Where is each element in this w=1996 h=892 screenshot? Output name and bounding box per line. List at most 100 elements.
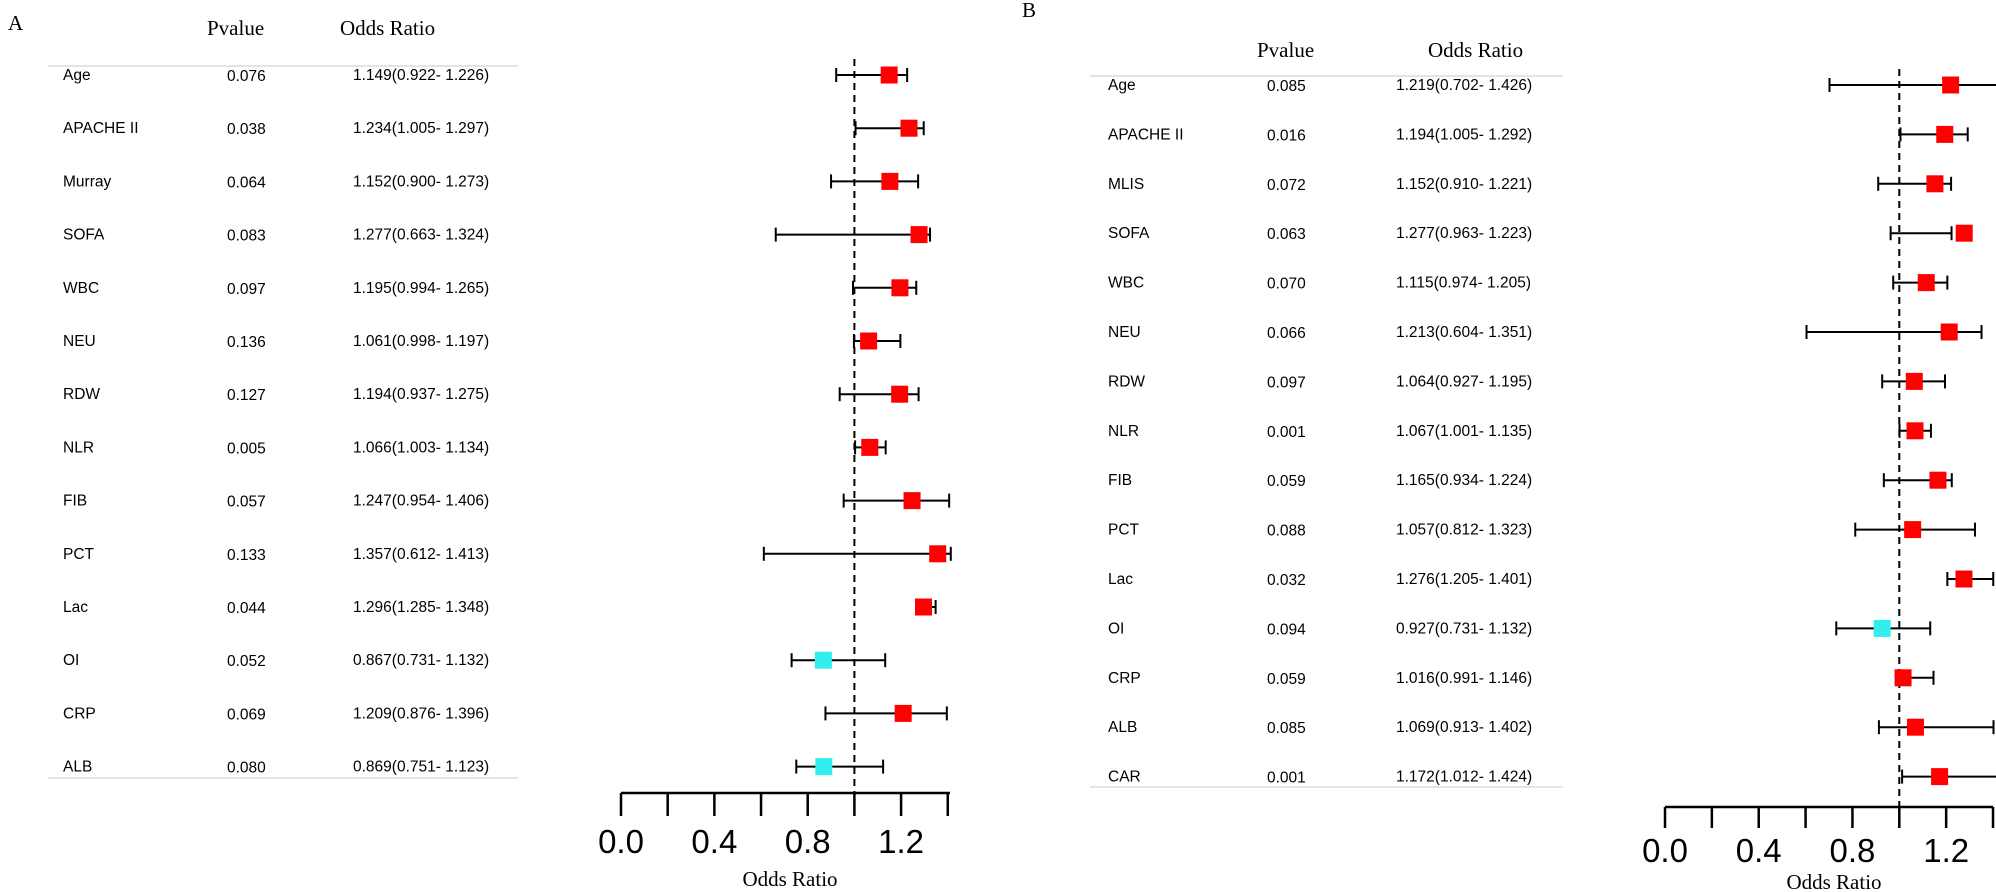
row-variable-label: FIB	[63, 493, 87, 510]
row-pvalue: 0.032	[1267, 572, 1306, 589]
table-row: MLIS 0.072 1.152(0.910- 1.221)	[1108, 175, 1953, 194]
row-pvalue: 0.052	[227, 653, 266, 670]
row-odds-ratio-text: 1.152(0.900- 1.273)	[353, 173, 489, 190]
row-variable-label: Lac	[1108, 571, 1133, 588]
row-odds-ratio-text: 1.165(0.934- 1.224)	[1396, 472, 1532, 489]
point-estimate-marker	[815, 758, 833, 776]
row-pvalue: 0.059	[1267, 671, 1306, 688]
row-pvalue: 0.136	[227, 334, 266, 351]
row-odds-ratio-text: 1.219(0.702- 1.426)	[1396, 77, 1532, 94]
row-variable-label: APACHE II	[1108, 126, 1184, 143]
x-axis-label: Odds Ratio	[1786, 870, 1881, 892]
row-pvalue: 0.097	[227, 281, 266, 298]
row-variable-label: FIB	[1108, 472, 1132, 489]
table-row: Age 0.076 1.149(0.922- 1.226)	[63, 66, 909, 85]
row-variable-label: Murray	[63, 173, 111, 190]
row-variable-label: CRP	[1108, 670, 1141, 687]
table-row: CRP 0.069 1.209(0.876- 1.396)	[63, 704, 948, 723]
table-row: NEU 0.136 1.061(0.998- 1.197)	[63, 332, 902, 351]
point-estimate-marker	[860, 332, 878, 350]
forest-panel-a: A Pvalue Odds Ratio Age 0.076 1.149(0.922- 1.…	[8, 11, 952, 891]
row-odds-ratio-text: 1.149(0.922- 1.226)	[353, 67, 489, 84]
row-variable-label: Lac	[63, 599, 88, 616]
row-variable-label: PCT	[1108, 522, 1140, 539]
row-odds-ratio-text: 1.152(0.910- 1.221)	[1396, 176, 1532, 193]
table-row: PCT 0.088 1.057(0.812- 1.323)	[1108, 521, 1976, 540]
column-header-pvalue: Pvalue	[1257, 38, 1314, 62]
point-estimate-marker	[1929, 471, 1947, 489]
row-pvalue: 0.076	[227, 68, 266, 85]
table-row: PCT 0.133 1.357(0.612- 1.413)	[63, 545, 952, 564]
row-variable-label: RDW	[63, 386, 100, 403]
row-odds-ratio-text: 1.357(0.612- 1.413)	[353, 546, 489, 563]
row-pvalue: 0.063	[1267, 226, 1306, 243]
row-pvalue: 0.080	[227, 760, 266, 777]
table-row: NLR 0.005 1.066(1.003- 1.134)	[63, 438, 887, 457]
panel-label: B	[1022, 0, 1036, 22]
row-variable-label: RDW	[1108, 373, 1145, 390]
x-tick-label: 0.0	[598, 823, 644, 860]
row-pvalue: 0.064	[227, 174, 266, 191]
table-row: CAR 0.001 1.172(1.012- 1.424)	[1108, 768, 1996, 787]
row-variable-label: APACHE II	[63, 120, 139, 137]
table-row: Lac 0.044 1.296(1.285- 1.348)	[63, 598, 937, 617]
row-pvalue: 0.085	[1267, 78, 1306, 95]
row-odds-ratio-text: 1.234(1.005- 1.297)	[353, 120, 489, 137]
row-odds-ratio-text: 1.069(0.913- 1.402)	[1396, 719, 1532, 736]
row-odds-ratio-text: 1.115(0.974- 1.205)	[1396, 275, 1531, 292]
row-variable-label: NLR	[63, 439, 94, 456]
row-pvalue: 0.072	[1267, 177, 1306, 194]
point-estimate-marker	[903, 492, 921, 510]
row-pvalue: 0.070	[1267, 276, 1306, 293]
row-variable-label: PCT	[63, 546, 95, 563]
point-estimate-marker	[814, 651, 832, 669]
row-variable-label: NEU	[1108, 324, 1141, 341]
table-row: ALB 0.080 0.869(0.751- 1.123)	[63, 758, 885, 777]
point-estimate-marker	[1955, 224, 1973, 242]
x-tick-label: 0.4	[1736, 832, 1782, 869]
row-odds-ratio-text: 1.067(1.001- 1.135)	[1396, 423, 1532, 440]
table-row: Lac 0.032 1.276(1.205- 1.401)	[1108, 570, 1995, 589]
row-pvalue: 0.127	[227, 387, 266, 404]
row-odds-ratio-text: 0.869(0.751- 1.123)	[353, 759, 489, 776]
row-pvalue: 0.133	[227, 547, 266, 564]
row-odds-ratio-text: 1.277(0.663- 1.324)	[353, 227, 489, 244]
row-odds-ratio-text: 1.194(1.005- 1.292)	[1396, 126, 1532, 143]
row-variable-label: MLIS	[1108, 176, 1144, 193]
row-variable-label: ALB	[63, 759, 92, 776]
row-pvalue: 0.094	[1267, 621, 1306, 638]
row-odds-ratio-text: 1.276(1.205- 1.401)	[1396, 571, 1532, 588]
row-odds-ratio-text: 1.277(0.963- 1.223)	[1396, 225, 1532, 242]
point-estimate-marker	[1904, 521, 1922, 539]
column-header-pvalue: Pvalue	[207, 16, 264, 40]
point-estimate-marker	[1906, 422, 1924, 440]
x-tick-label: 0.0	[1642, 832, 1688, 869]
point-estimate-marker	[1940, 323, 1958, 341]
x-tick-label: 1.2	[878, 823, 924, 860]
row-variable-label: CRP	[63, 705, 96, 722]
point-estimate-marker	[1906, 718, 1924, 736]
x-tick-label: 1.2	[1923, 832, 1969, 869]
point-estimate-marker	[881, 172, 899, 190]
row-pvalue: 0.044	[227, 600, 266, 617]
forest-panel-b: B Pvalue Odds Ratio Age 0.085 1.219(0.702- 1.…	[1022, 0, 1996, 892]
row-variable-label: Age	[63, 67, 91, 84]
point-estimate-marker	[929, 545, 947, 563]
table-row: NEU 0.066 1.213(0.604- 1.351)	[1108, 323, 1983, 342]
row-pvalue: 0.001	[1267, 424, 1306, 441]
row-odds-ratio-text: 1.194(0.937- 1.275)	[353, 386, 489, 403]
x-tick-label: 0.8	[1830, 832, 1876, 869]
column-header-odds-ratio: Odds Ratio	[340, 16, 435, 40]
table-row: NLR 0.001 1.067(1.001- 1.135)	[1108, 422, 1932, 441]
row-pvalue: 0.085	[1267, 720, 1306, 737]
table-row: SOFA 0.063 1.277(0.963- 1.223)	[1108, 224, 1973, 243]
point-estimate-marker	[1917, 274, 1935, 292]
row-odds-ratio-text: 1.066(1.003- 1.134)	[353, 439, 489, 456]
table-row: OI 0.052 0.867(0.731- 1.132)	[63, 651, 887, 670]
point-estimate-marker	[1931, 768, 1949, 786]
point-estimate-marker	[900, 119, 918, 137]
table-row: RDW 0.127 1.194(0.937- 1.275)	[63, 385, 920, 404]
point-estimate-marker	[1936, 125, 1954, 143]
point-estimate-marker	[861, 438, 879, 456]
row-variable-label: SOFA	[63, 227, 105, 244]
